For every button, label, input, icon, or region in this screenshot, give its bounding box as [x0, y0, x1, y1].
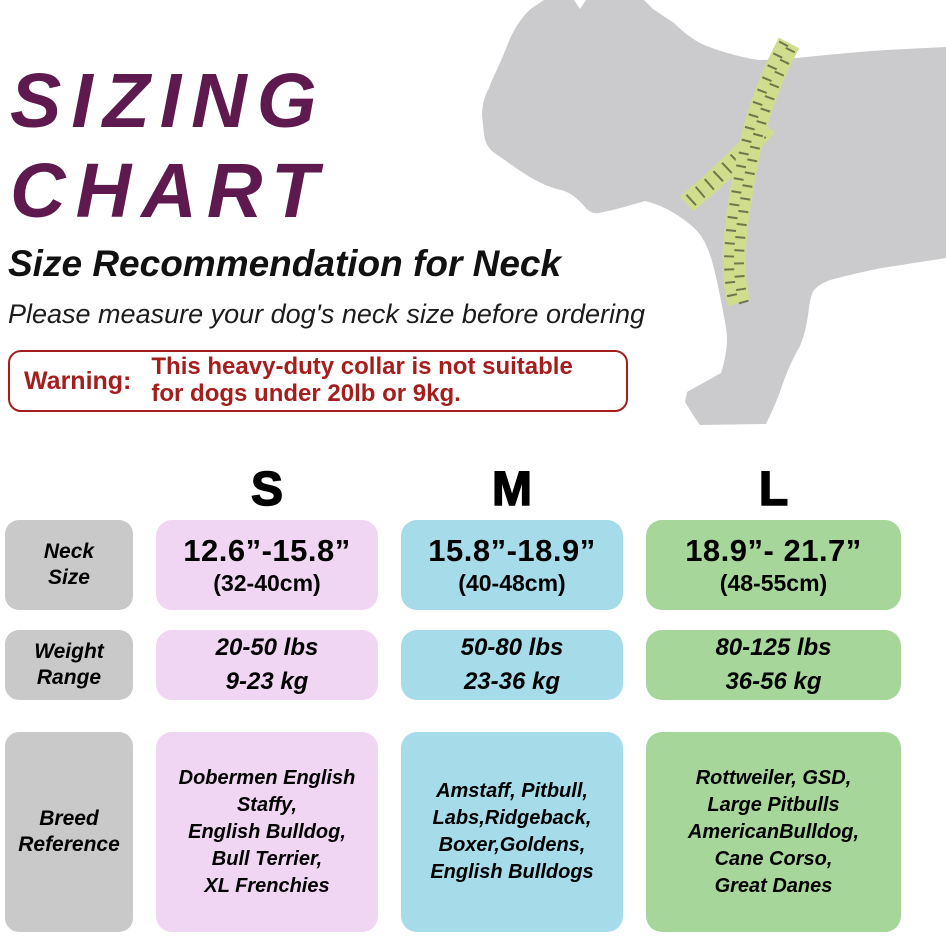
subtitle: Size Recommendation for Neck: [8, 243, 562, 284]
size-header-s: S: [250, 462, 284, 517]
neck-size-inches-l: 18.9”- 21.7”: [685, 533, 862, 568]
row-label-neck-size: Neck Size: [5, 520, 133, 610]
neck-size-inches-s: 12.6”-15.8”: [183, 533, 351, 568]
page-title-line1: SIZING: [10, 58, 327, 144]
breed-text-l: Rottweiler, GSD, Large Pitbulls American…: [687, 766, 860, 897]
warning-box: Warning: This heavy-duty collar is not s…: [8, 350, 628, 412]
neck-size-cell-m: 15.8”-18.9” (40-48cm): [401, 520, 623, 610]
neck-size-inches-m: 15.8”-18.9”: [428, 533, 596, 568]
breed-cell-l: Rottweiler, GSD, Large Pitbulls American…: [646, 732, 901, 932]
tape-ticks: [723, 40, 789, 305]
warning-label: Warning:: [24, 366, 132, 395]
weight-text-l: 80-125 lbs 36-56 kg: [715, 634, 832, 695]
weight-range-row: Weight Range 20-50 lbs 9-23 kg 50-80 lbs…: [5, 630, 906, 700]
weight-cell-s: 20-50 lbs 9-23 kg: [156, 630, 378, 700]
neck-size-cm-m: (40-48cm): [458, 570, 566, 596]
breed-reference-row: Breed Reference Dobermen English Staffy,…: [5, 732, 906, 932]
row-label-breed-reference: Breed Reference: [5, 732, 133, 932]
weight-cell-m: 50-80 lbs 23-36 kg: [401, 630, 623, 700]
breed-text-s: Dobermen English Staffy, English Bulldog…: [178, 766, 356, 897]
page-title: SIZING CHART: [10, 56, 328, 236]
breed-cell-s: Dobermen English Staffy, English Bulldog…: [156, 732, 378, 932]
row-label-weight-range: Weight Range: [5, 630, 133, 700]
breed-text-m: Amstaff, Pitbull, Labs,Ridgeback, Boxer,…: [430, 780, 594, 883]
page-title-line2: CHART: [10, 148, 329, 234]
neck-size-cm-s: (32-40cm): [213, 570, 321, 596]
neck-size-cm-l: (48-55cm): [719, 570, 828, 596]
neck-size-cell-l: 18.9”- 21.7” (48-55cm): [646, 520, 901, 610]
weight-text-m: 50-80 lbs 23-36 kg: [460, 634, 564, 695]
dog-body-shape: [482, 0, 946, 425]
size-header-m: M: [491, 462, 532, 517]
size-header-row: S M L: [5, 458, 906, 520]
weight-text-s: 20-50 lbs 9-23 kg: [215, 634, 319, 695]
size-header-l: L: [758, 462, 789, 517]
neck-size-row: Neck Size 12.6”-15.8” (32-40cm) 15.8”-18…: [5, 520, 906, 610]
warning-text: This heavy-duty collar is not suitable f…: [151, 353, 573, 407]
measure-note: Please measure your dog's neck size befo…: [8, 299, 646, 329]
sizing-table: S M L Neck Size 12.6”-15.8” (32-40cm) 15…: [5, 458, 906, 932]
breed-cell-m: Amstaff, Pitbull, Labs,Ridgeback, Boxer,…: [401, 732, 623, 932]
dog-silhouette-illustration: [482, 0, 946, 425]
neck-size-cell-s: 12.6”-15.8” (32-40cm): [156, 520, 378, 610]
weight-cell-l: 80-125 lbs 36-56 kg: [646, 630, 901, 700]
